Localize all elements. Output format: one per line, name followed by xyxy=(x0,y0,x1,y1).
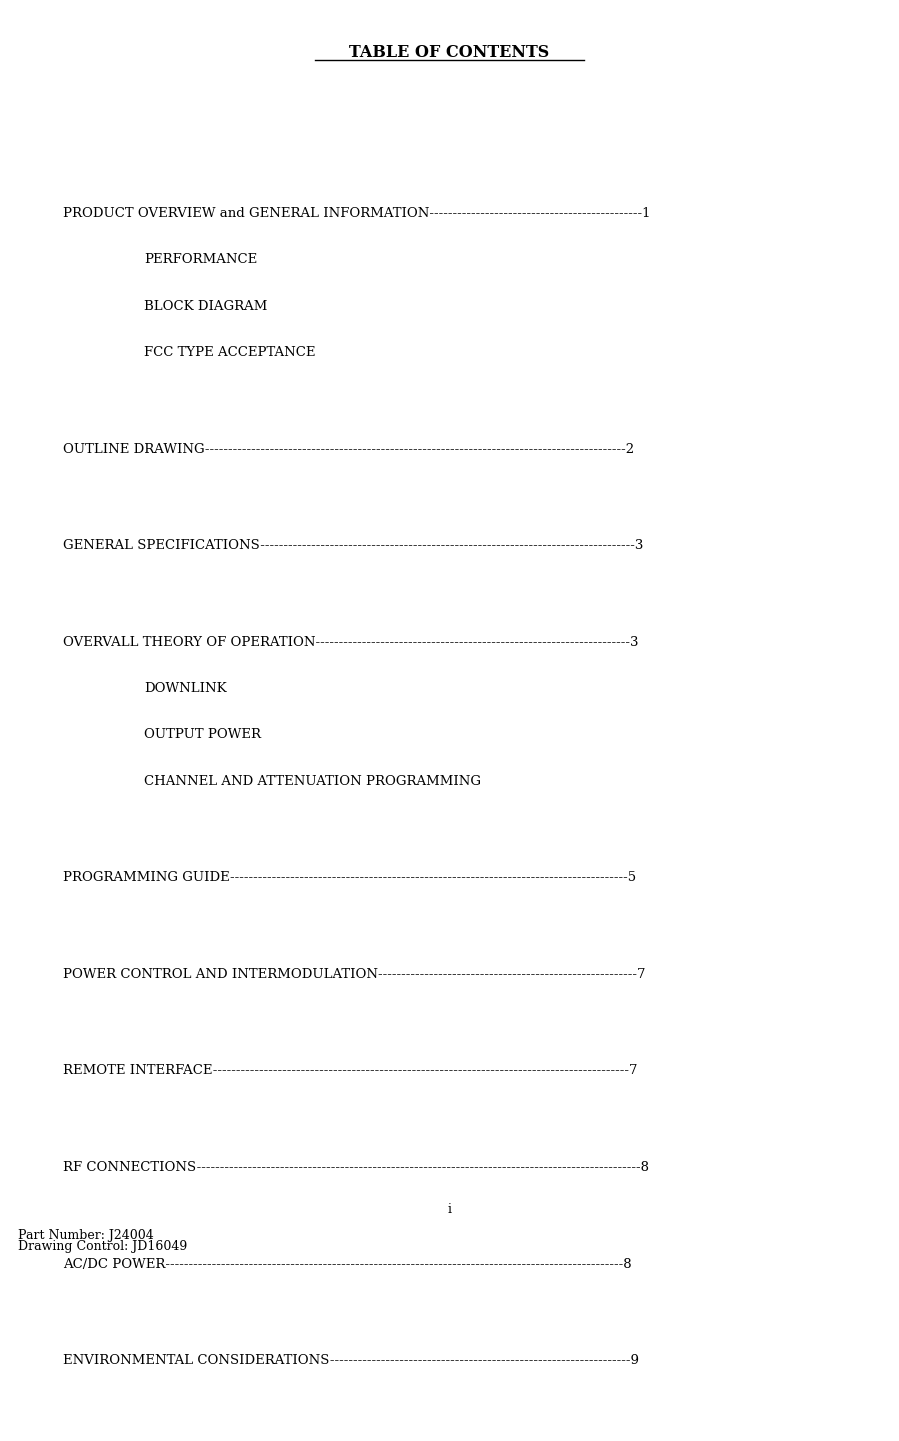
Text: Part Number: J24004: Part Number: J24004 xyxy=(18,1229,154,1242)
Text: PERFORMANCE: PERFORMANCE xyxy=(144,254,257,267)
Text: RF CONNECTIONS------------------------------------------------------------------: RF CONNECTIONS--------------------------… xyxy=(63,1161,649,1174)
Text: OVERVALL THEORY OF OPERATION----------------------------------------------------: OVERVALL THEORY OF OPERATION------------… xyxy=(63,635,638,648)
Text: Drawing Control: JD16049: Drawing Control: JD16049 xyxy=(18,1241,187,1254)
Text: PRODUCT OVERVIEW and GENERAL INFORMATION----------------------------------------: PRODUCT OVERVIEW and GENERAL INFORMATION… xyxy=(63,208,651,220)
Text: BLOCK DIAGRAM: BLOCK DIAGRAM xyxy=(144,300,267,313)
Text: AC/DC POWER---------------------------------------------------------------------: AC/DC POWER-----------------------------… xyxy=(63,1258,632,1271)
Text: PROGRAMMING GUIDE---------------------------------------------------------------: PROGRAMMING GUIDE-----------------------… xyxy=(63,872,636,885)
Text: TABLE OF CONTENTS: TABLE OF CONTENTS xyxy=(350,43,549,61)
Text: CHANNEL AND ATTENUATION PROGRAMMING: CHANNEL AND ATTENUATION PROGRAMMING xyxy=(144,775,481,788)
Text: OUTPUT POWER: OUTPUT POWER xyxy=(144,729,261,742)
Text: FCC TYPE ACCEPTANCE: FCC TYPE ACCEPTANCE xyxy=(144,346,316,359)
Text: i: i xyxy=(448,1203,451,1216)
Text: GENERAL SPECIFICATIONS----------------------------------------------------------: GENERAL SPECIFICATIONS------------------… xyxy=(63,539,644,552)
Text: POWER CONTROL AND INTERMODULATION-----------------------------------------------: POWER CONTROL AND INTERMODULATION-------… xyxy=(63,968,645,981)
Text: DOWNLINK: DOWNLINK xyxy=(144,682,227,695)
Text: ENVIRONMENTAL CONSIDERATIONS----------------------------------------------------: ENVIRONMENTAL CONSIDERATIONS------------… xyxy=(63,1355,639,1368)
Text: REMOTE INTERFACE----------------------------------------------------------------: REMOTE INTERFACE------------------------… xyxy=(63,1065,637,1078)
Text: OUTLINE DRAWING-----------------------------------------------------------------: OUTLINE DRAWING-------------------------… xyxy=(63,442,634,455)
